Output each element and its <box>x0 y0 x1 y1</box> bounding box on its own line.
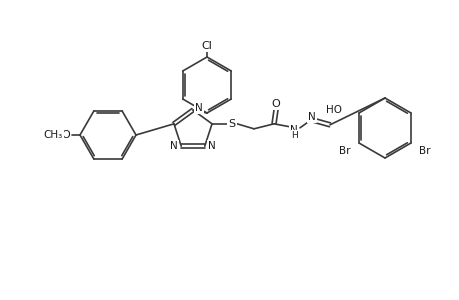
Text: N: N <box>290 125 297 135</box>
Text: N: N <box>207 141 215 151</box>
Text: N: N <box>308 112 315 122</box>
Text: H: H <box>290 131 297 140</box>
Text: Cl: Cl <box>201 41 212 51</box>
Text: S: S <box>228 119 235 129</box>
Text: N: N <box>170 141 178 151</box>
Text: N: N <box>195 103 202 113</box>
Text: CH₃: CH₃ <box>43 130 62 140</box>
Text: O: O <box>62 130 70 140</box>
Text: O: O <box>271 99 280 109</box>
Text: Br: Br <box>418 146 430 156</box>
Text: HO: HO <box>325 105 341 115</box>
Text: Br: Br <box>339 146 350 156</box>
